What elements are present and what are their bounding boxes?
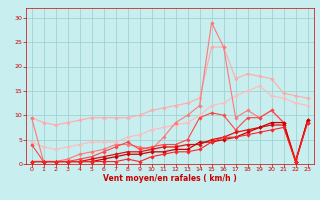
X-axis label: Vent moyen/en rafales ( km/h ): Vent moyen/en rafales ( km/h ) <box>103 174 236 183</box>
